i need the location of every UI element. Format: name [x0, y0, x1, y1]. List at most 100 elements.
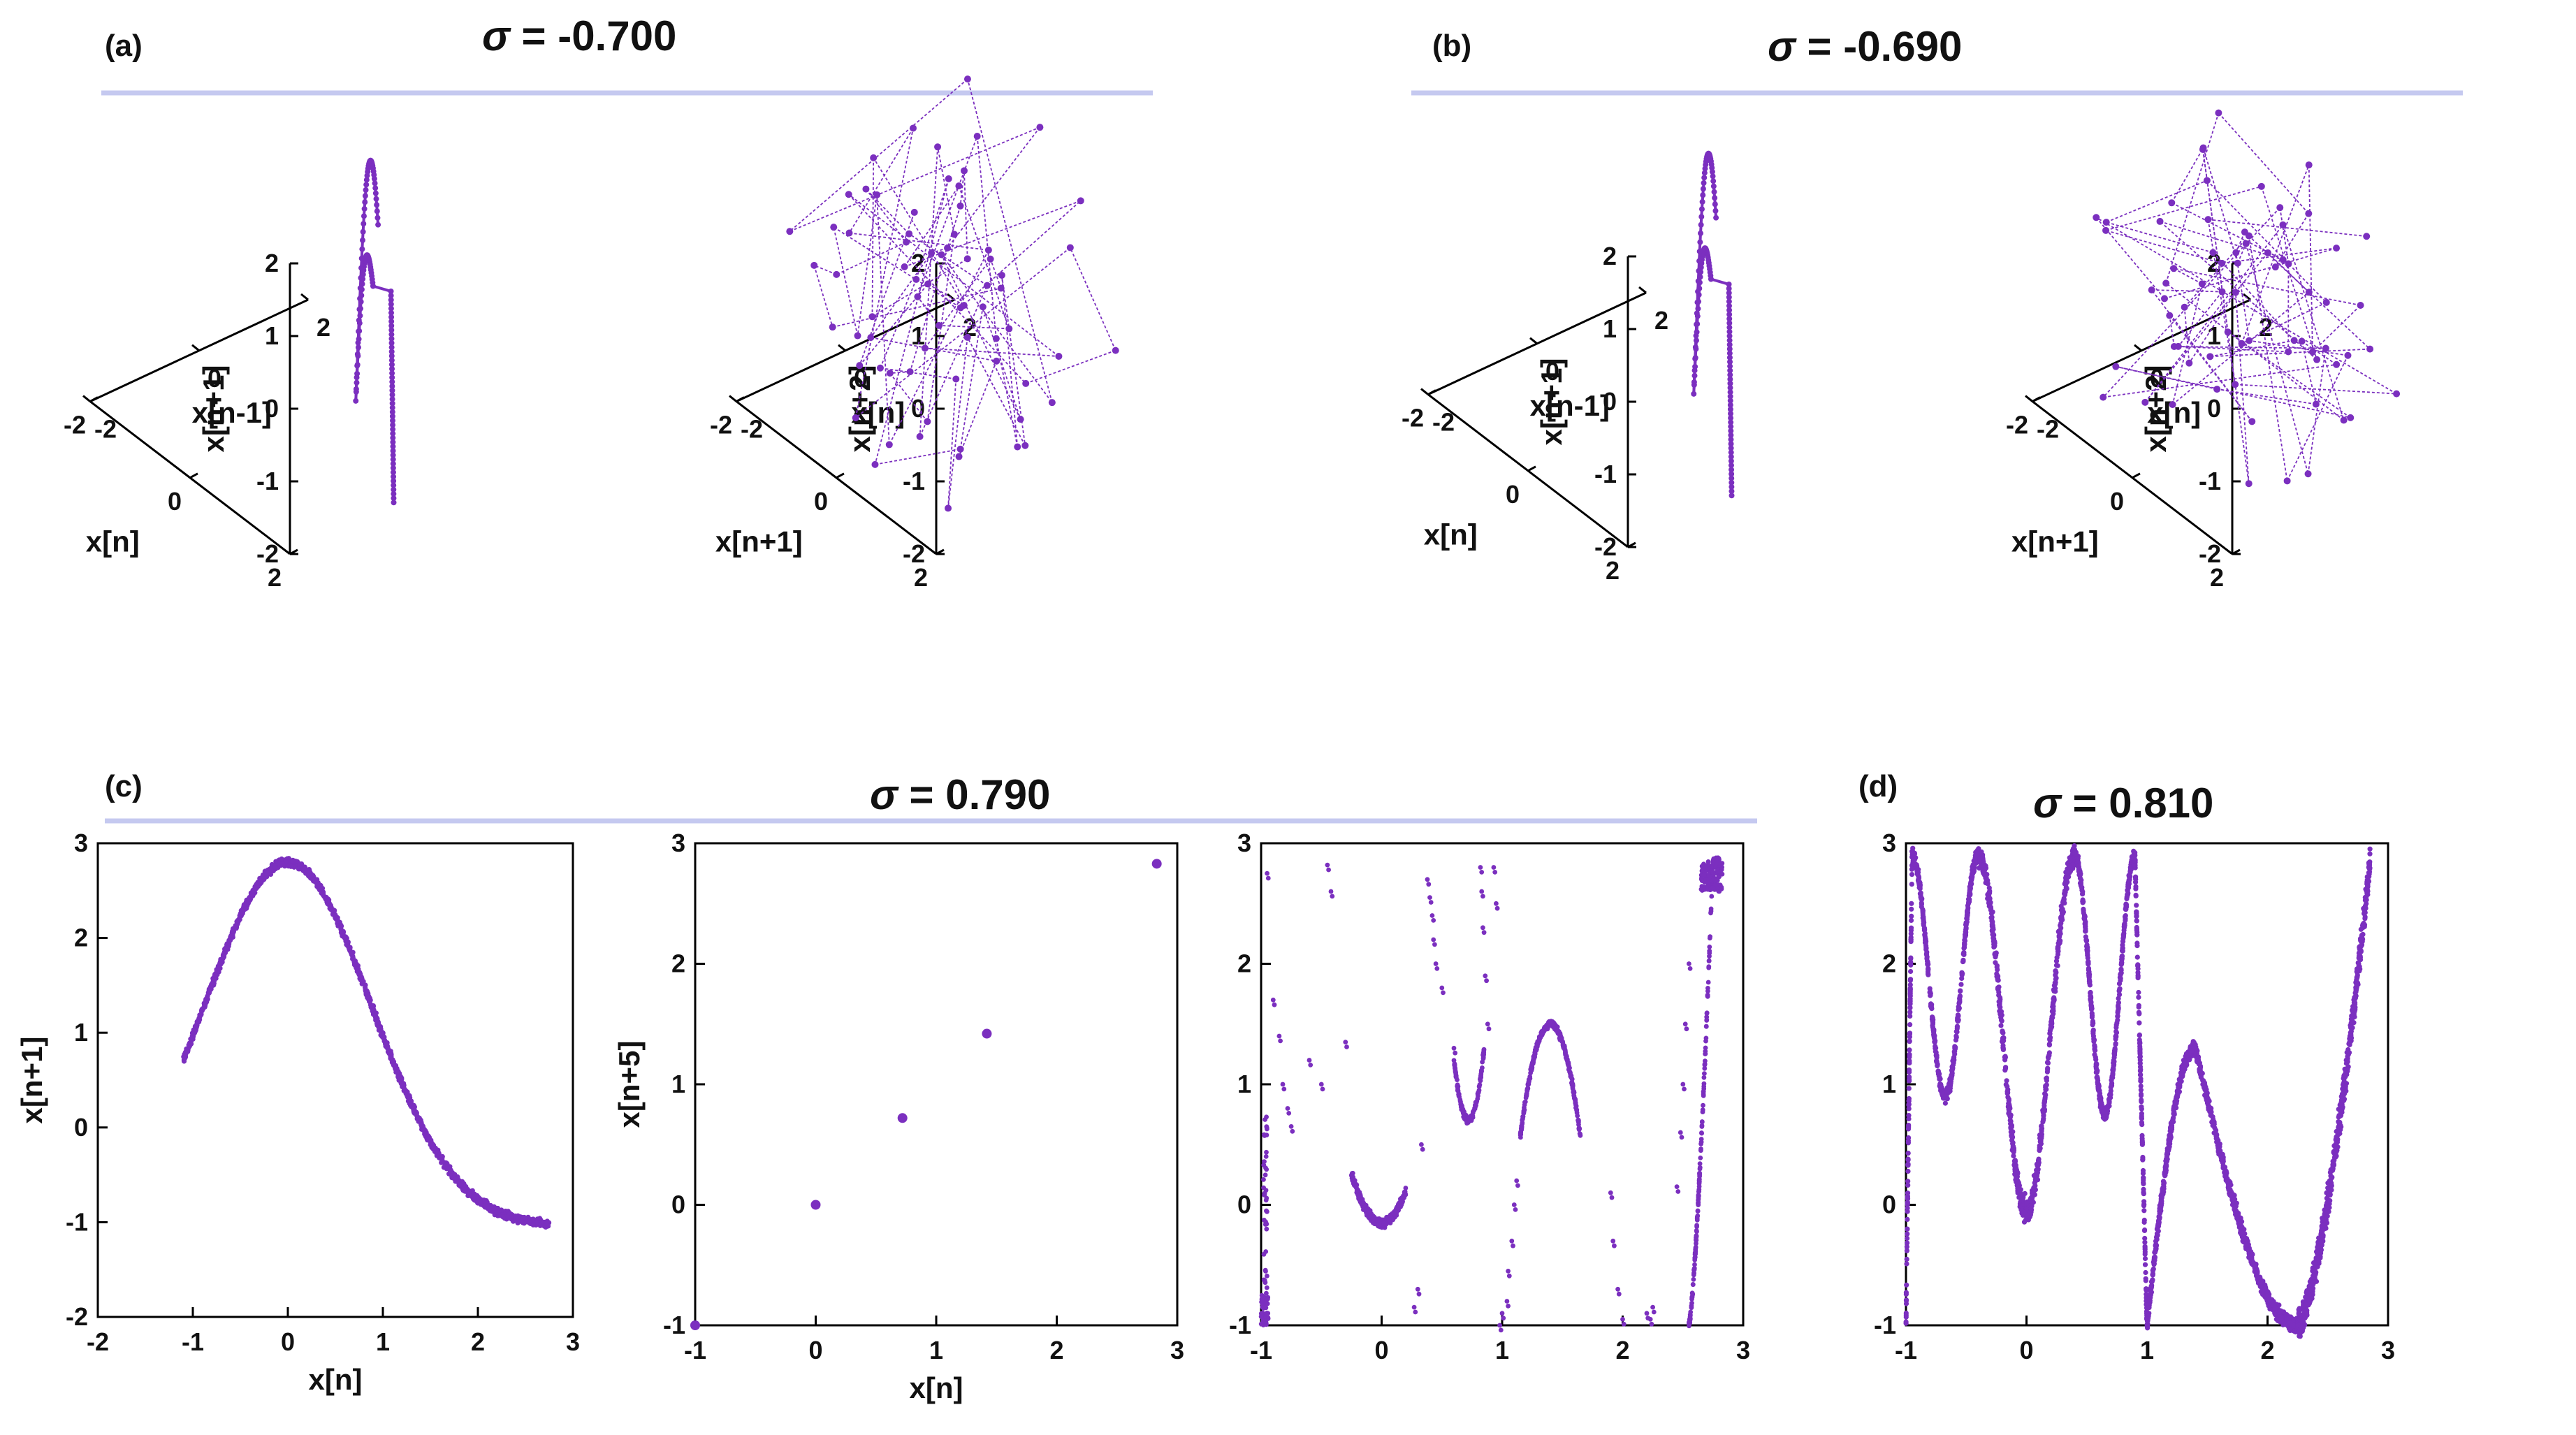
- y-tick-mark: [189, 472, 198, 479]
- data-point: [2298, 337, 2306, 345]
- data-point: [973, 132, 981, 140]
- data-point: [1934, 1058, 1940, 1063]
- data-point: [1906, 1113, 1912, 1119]
- data-point: [1907, 1022, 1913, 1028]
- web-segment: [2249, 340, 2348, 356]
- data-point: [515, 1213, 521, 1218]
- data-point: [2234, 259, 2241, 267]
- data-point: [2363, 233, 2371, 240]
- data-point: [1451, 1045, 1457, 1051]
- data-point: [1904, 1244, 1909, 1250]
- data-point: [1907, 1013, 1913, 1019]
- web-segment: [967, 78, 1053, 403]
- data-point: [845, 229, 853, 237]
- data-point: [329, 907, 335, 912]
- data-point: [530, 1222, 536, 1228]
- data-point: [1940, 1091, 1945, 1097]
- data-point: [1325, 862, 1330, 868]
- data-point: [1953, 1037, 1959, 1043]
- data-point: [189, 1035, 195, 1041]
- data-point: [239, 909, 245, 915]
- data-point: [1478, 865, 1483, 870]
- data-point: [1674, 1184, 1680, 1189]
- data-point: [1021, 442, 1029, 449]
- data-point: [992, 335, 1000, 342]
- data-point: [1918, 890, 1923, 896]
- web-segment: [854, 128, 914, 418]
- data-point: [500, 1214, 506, 1220]
- data-point: [297, 861, 303, 867]
- web-segment: [924, 347, 1059, 357]
- data-point: [2238, 340, 2246, 347]
- data-point: [2232, 289, 2239, 296]
- data-point: [1687, 1318, 1692, 1324]
- x-tick-mark: [2025, 395, 2033, 402]
- data-point: [2232, 381, 2239, 388]
- data-point: [1965, 901, 1972, 906]
- data-point: [1921, 927, 1927, 933]
- y-axis-label: x[n+5]: [613, 1041, 646, 1128]
- web-segment: [2116, 365, 2218, 390]
- data-point: [1261, 1177, 1266, 1182]
- web-segment: [875, 448, 961, 465]
- data-point: [1907, 993, 1913, 998]
- data-point: [2102, 219, 2110, 226]
- data-point: [340, 930, 345, 935]
- data-point: [191, 1030, 196, 1036]
- y-axis-label: x[n+1]: [2011, 525, 2099, 558]
- data-point: [1461, 1114, 1467, 1119]
- data-point: [521, 1214, 527, 1221]
- plot-frame: [1260, 842, 1745, 1327]
- data-point: [956, 202, 964, 210]
- x-tick-label: 1: [1495, 1336, 1509, 1364]
- data-point: [1486, 1026, 1492, 1032]
- data-point: [1699, 1119, 1705, 1124]
- data-point: [2347, 414, 2355, 421]
- data-point: [1481, 1049, 1487, 1055]
- web-segment: [915, 178, 949, 280]
- web-segment: [2301, 340, 2337, 365]
- data-point: [1055, 353, 1063, 360]
- sigma-value: = 0.810: [2061, 780, 2214, 826]
- data-point: [458, 1182, 463, 1188]
- web-segment: [865, 188, 910, 235]
- data-point: [905, 230, 913, 238]
- data-point: [1494, 905, 1500, 911]
- data-point: [2322, 298, 2330, 306]
- y-tick-label: -1: [663, 1311, 685, 1339]
- data-point: [195, 1019, 201, 1024]
- web-segment: [2165, 282, 2345, 421]
- data-point: [906, 368, 914, 376]
- panel-b-sigma: σ = -0.690: [1768, 23, 1962, 70]
- data-point: [288, 864, 294, 869]
- data-point: [2242, 240, 2250, 247]
- data-point: [1907, 1031, 1912, 1037]
- data-point: [373, 1015, 379, 1021]
- data-point: [1699, 1124, 1705, 1129]
- web-segment: [959, 170, 965, 206]
- data-point: [2162, 279, 2170, 287]
- data-point: [1696, 1178, 1702, 1183]
- data-point: [369, 1003, 374, 1009]
- x-tick-mark: [2243, 293, 2251, 301]
- z-tick-label: 1: [2207, 321, 2221, 350]
- data-point: [453, 1179, 458, 1184]
- data-point: [1485, 1021, 1490, 1027]
- data-point: [1343, 1040, 1348, 1044]
- data-point: [247, 896, 252, 902]
- panel-d-sigma: σ = 0.810: [2033, 780, 2213, 826]
- data-point: [1571, 1093, 1577, 1099]
- web-segment: [849, 232, 989, 251]
- z-tick-label: 2: [265, 249, 279, 277]
- web-segment: [2171, 147, 2204, 203]
- data-point: [1714, 861, 1719, 866]
- data-point: [1908, 968, 1914, 975]
- data-point: [1285, 1106, 1290, 1111]
- x-tick-label: -1: [182, 1327, 204, 1356]
- web-segment: [2245, 243, 2309, 474]
- x-tick-label: -2: [1432, 408, 1455, 437]
- data-point: [1498, 1327, 1504, 1333]
- data-point: [225, 945, 231, 951]
- data-point: [2305, 289, 2313, 296]
